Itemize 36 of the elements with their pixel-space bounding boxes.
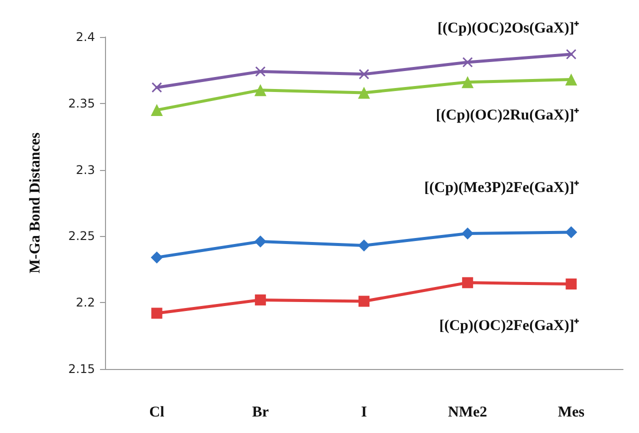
x-tick-label: Cl bbox=[149, 404, 164, 420]
x-tick-label: NMe2 bbox=[448, 404, 488, 420]
x-tick-label: I bbox=[361, 404, 368, 420]
point bbox=[254, 294, 266, 306]
point bbox=[566, 278, 577, 290]
point bbox=[462, 277, 474, 288]
y-tick-label: 2.4 bbox=[76, 30, 95, 44]
x-tick-label: Mes bbox=[558, 404, 585, 420]
point bbox=[358, 296, 370, 307]
point bbox=[151, 308, 162, 319]
point bbox=[565, 73, 578, 86]
point bbox=[462, 76, 474, 88]
series-label: [(Cp)(OC)2Os(GaX)]⁺ bbox=[438, 20, 580, 36]
point bbox=[358, 68, 370, 80]
point bbox=[566, 49, 576, 60]
point bbox=[565, 226, 578, 238]
x-tick-label: Br bbox=[252, 404, 270, 420]
point bbox=[358, 86, 370, 99]
point bbox=[462, 228, 474, 240]
point bbox=[358, 239, 370, 252]
series-label: [(Cp)(OC)2Fe(GaX)]⁺ bbox=[439, 318, 580, 334]
series-label: [(Cp)(OC)2Ru(GaX)]⁺ bbox=[436, 107, 580, 124]
y-tick-label: 2.25 bbox=[68, 229, 95, 244]
text: [(Cp)(Me3P)2Fe(GaX)]⁺ bbox=[424, 180, 580, 196]
point bbox=[152, 82, 162, 93]
y-tick-label: 2.15 bbox=[68, 362, 95, 376]
y-tick-label: 2.2 bbox=[76, 296, 95, 310]
y-tick-label: 2.3 bbox=[76, 162, 95, 177]
y-axis-title: M-Ga Bond Distances bbox=[28, 132, 44, 274]
point bbox=[462, 56, 473, 68]
point bbox=[255, 66, 266, 77]
point bbox=[150, 104, 163, 116]
point bbox=[254, 84, 266, 96]
point bbox=[150, 251, 163, 264]
y-tick-label: 2.35 bbox=[68, 96, 95, 110]
point bbox=[254, 236, 266, 248]
